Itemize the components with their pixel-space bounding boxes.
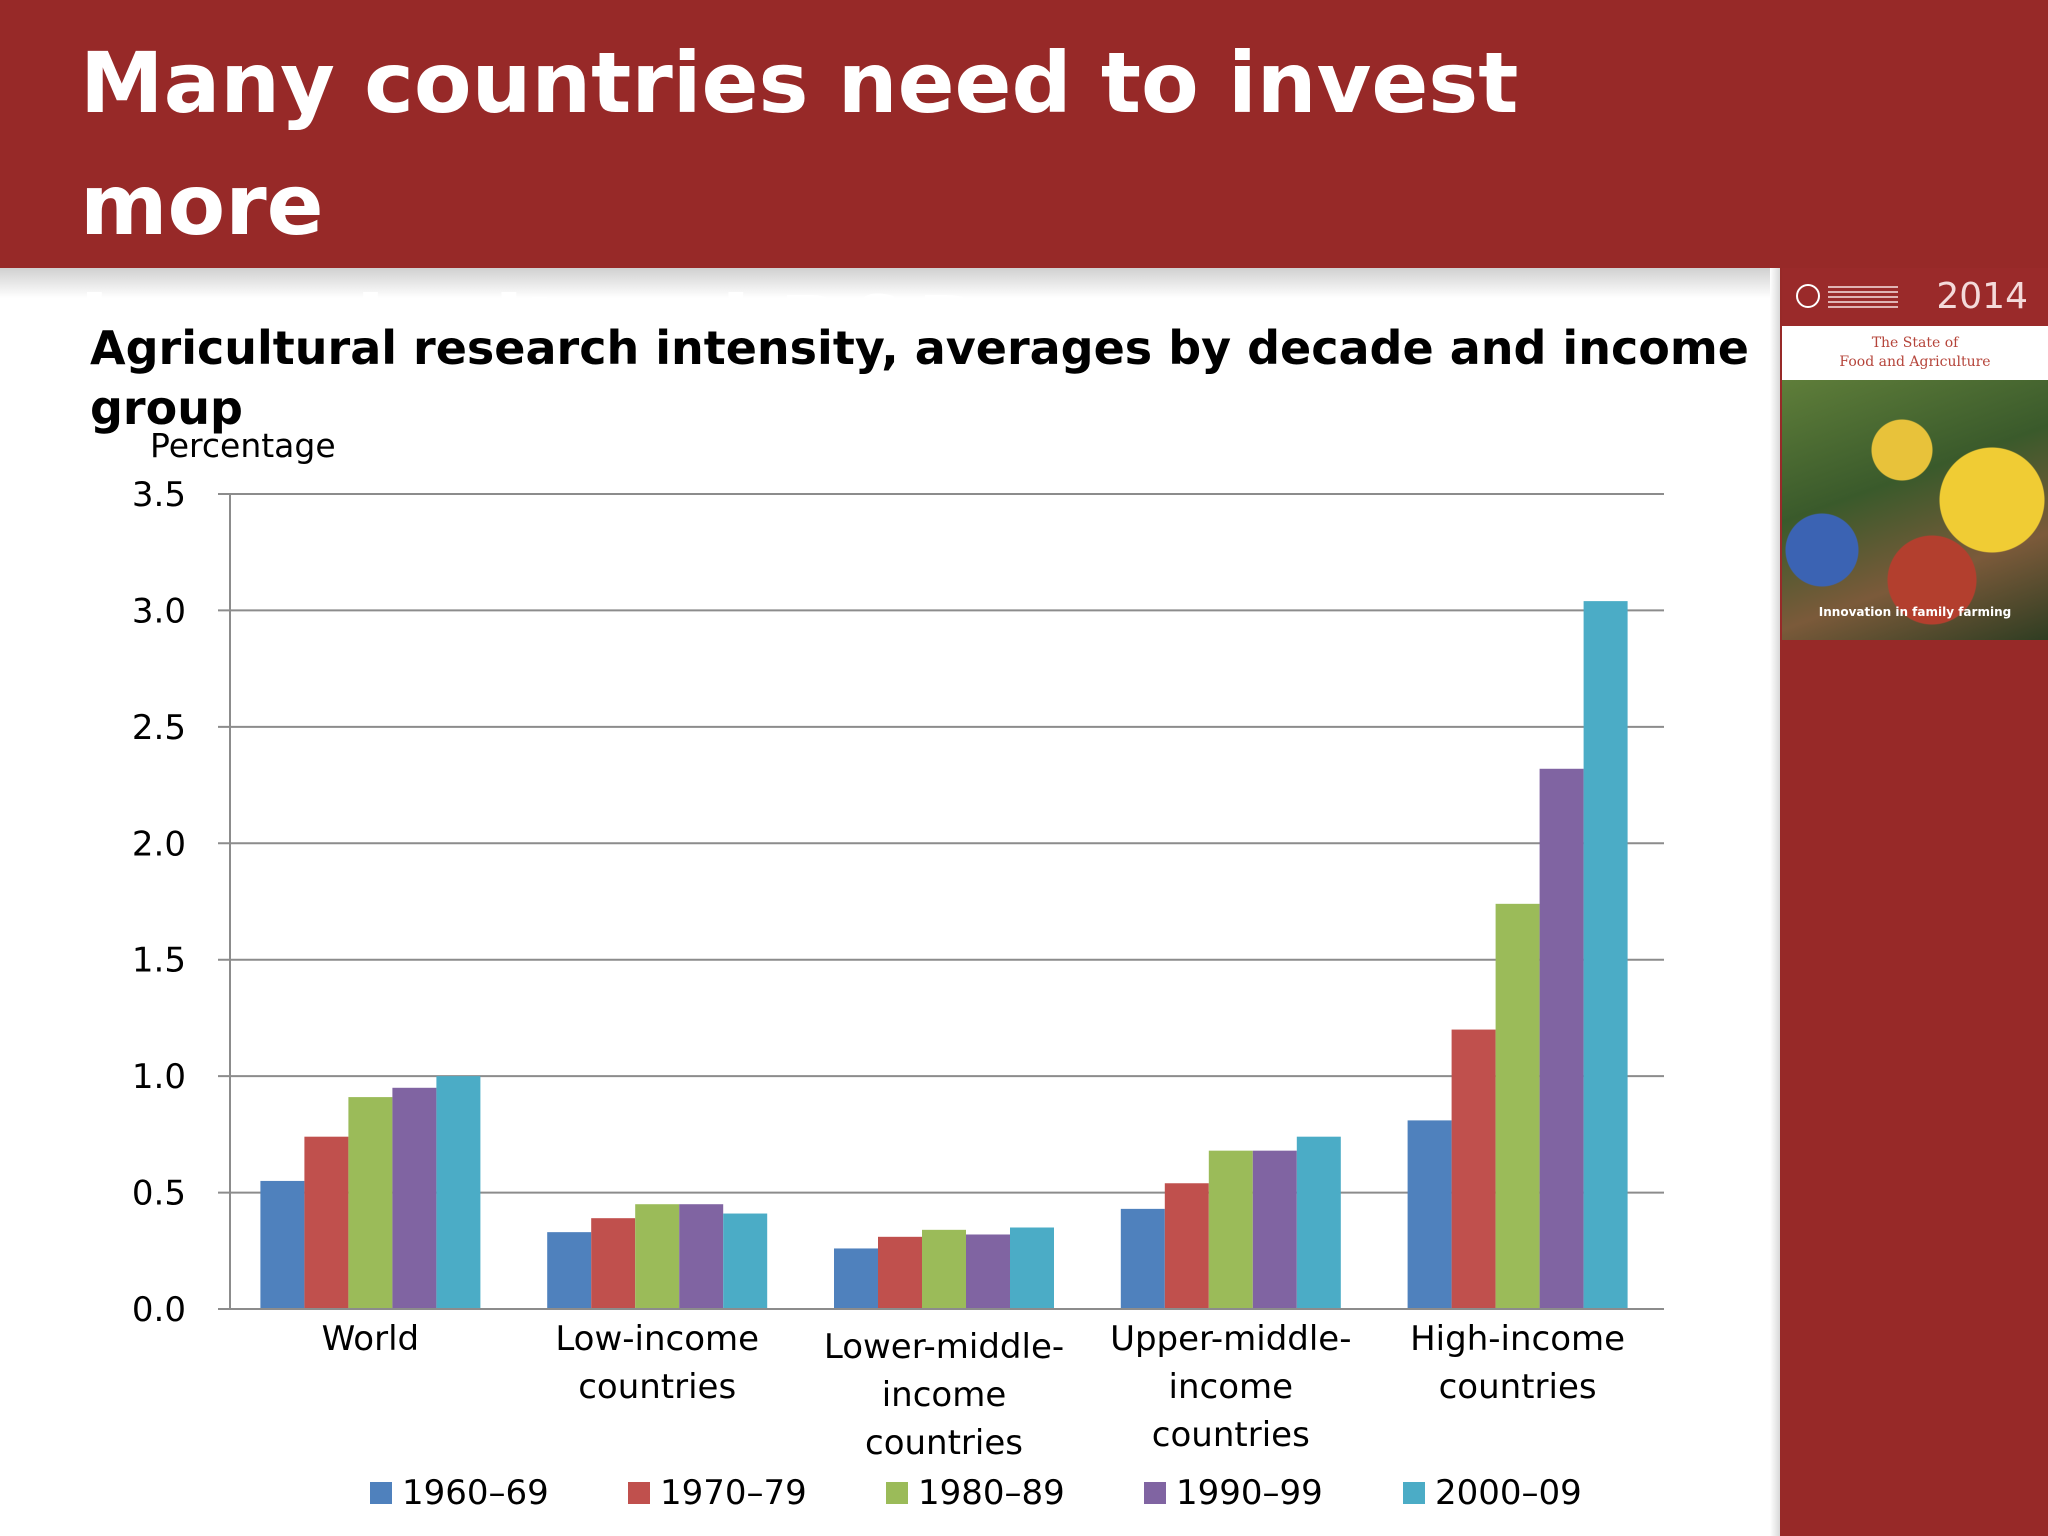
bar — [1120, 1208, 1165, 1309]
y-tick-label: 3.5 — [132, 475, 186, 515]
y-tick-label: 1.0 — [132, 1057, 186, 1097]
bar — [723, 1213, 768, 1309]
bar — [547, 1232, 592, 1309]
cover-year: 2014 — [1936, 276, 2028, 317]
bar — [834, 1248, 878, 1309]
sidebar-edge — [1770, 268, 1780, 1536]
chart-legend: 1960–69 1970–79 1980–89 1990–99 2000–09 — [370, 1473, 1582, 1513]
bar — [966, 1234, 1010, 1309]
x-category-label: Lower-middle- — [824, 1327, 1064, 1367]
bar — [679, 1204, 724, 1309]
x-category-label: Upper-middle- — [1110, 1319, 1351, 1359]
x-axis-categories: World Low-income countries Lower-middle-inc… — [322, 1319, 1625, 1463]
bar — [260, 1180, 305, 1309]
slide-header — [0, 0, 2048, 268]
bar — [878, 1236, 922, 1309]
x-category-label: countries — [865, 1423, 1023, 1463]
x-category-label: countries — [1152, 1415, 1310, 1455]
bar — [1451, 1029, 1496, 1309]
y-tick-label: 0.0 — [132, 1290, 186, 1330]
legend-swatch — [370, 1482, 392, 1504]
slide-title-line-1: Many countries need to invest more — [80, 34, 1519, 254]
legend-swatch — [628, 1482, 650, 1504]
x-category-label: Low-income — [555, 1319, 759, 1359]
legend-swatch — [886, 1482, 908, 1504]
y-tick-label: 2.0 — [132, 824, 186, 864]
header-shadow — [0, 268, 1780, 298]
x-category-label: World — [322, 1319, 419, 1359]
bar — [1164, 1183, 1209, 1309]
bar — [922, 1229, 966, 1309]
x-category-label: income — [882, 1375, 1007, 1415]
cover-top-band: 2014 — [1782, 268, 2048, 326]
slide-title-line-2: in agricultural R&D — [80, 278, 988, 376]
y-axis-ticks: 0.0 0.5 1.0 1.5 2.0 2.5 3.0 3.5 — [132, 475, 186, 1330]
chart-bars — [260, 601, 1628, 1309]
cover-photo-farmers — [1782, 380, 2048, 640]
cover-subtitle-line-2: Food and Agriculture — [1839, 354, 1991, 370]
legend-label: 1980–89 — [918, 1473, 1065, 1513]
legend-swatch — [1403, 1482, 1425, 1504]
bar — [1407, 1120, 1452, 1309]
legend-label: 1990–99 — [1176, 1473, 1323, 1513]
bar — [392, 1087, 437, 1309]
legend-label: 1960–69 — [402, 1473, 549, 1513]
legend-swatch — [1144, 1482, 1166, 1504]
bar — [348, 1097, 393, 1309]
legend-label: 2000–09 — [1435, 1473, 1582, 1513]
cover-tagline: Innovation in family farming — [1818, 605, 2012, 619]
x-category-label: High-income — [1410, 1319, 1625, 1359]
y-tick-label: 0.5 — [132, 1174, 186, 1214]
cover-subtitle-line-1: The State of — [1871, 335, 1959, 351]
chart-axes — [218, 494, 1664, 1310]
bar — [1539, 768, 1584, 1309]
bar — [591, 1218, 636, 1309]
chart-title: Agricultural research intensity, average… — [90, 321, 1749, 435]
bar — [1583, 601, 1628, 1309]
legend-label: 1970–79 — [660, 1473, 807, 1513]
slide-title: Many countries need to invest more in ag… — [80, 22, 1780, 388]
report-cover-thumbnail: 2014 The State of Food and Agriculture I… — [1782, 268, 2048, 640]
bar — [436, 1076, 481, 1309]
bar — [1010, 1227, 1054, 1309]
x-category-label: countries — [1439, 1367, 1597, 1407]
bar — [1252, 1150, 1297, 1309]
bar — [1296, 1136, 1341, 1309]
x-category-label: countries — [578, 1367, 736, 1407]
cover-subtitle: The State of Food and Agriculture — [1782, 334, 2048, 372]
y-tick-label: 1.5 — [132, 941, 186, 981]
y-axis-label: Percentage — [150, 426, 336, 465]
x-category-label: income — [1169, 1367, 1294, 1407]
bar-chart: 0.0 0.5 1.0 1.5 2.0 2.5 3.0 3.5 World Low-income… — [132, 475, 1664, 1513]
bar — [635, 1204, 680, 1309]
bar — [1208, 1150, 1253, 1309]
y-tick-label: 3.0 — [132, 591, 186, 631]
bar — [304, 1136, 349, 1309]
fao-logo-icon — [1796, 284, 1820, 308]
cover-organization-text-icon — [1828, 286, 1898, 308]
y-tick-label: 2.5 — [132, 708, 186, 748]
bar — [1495, 903, 1540, 1309]
